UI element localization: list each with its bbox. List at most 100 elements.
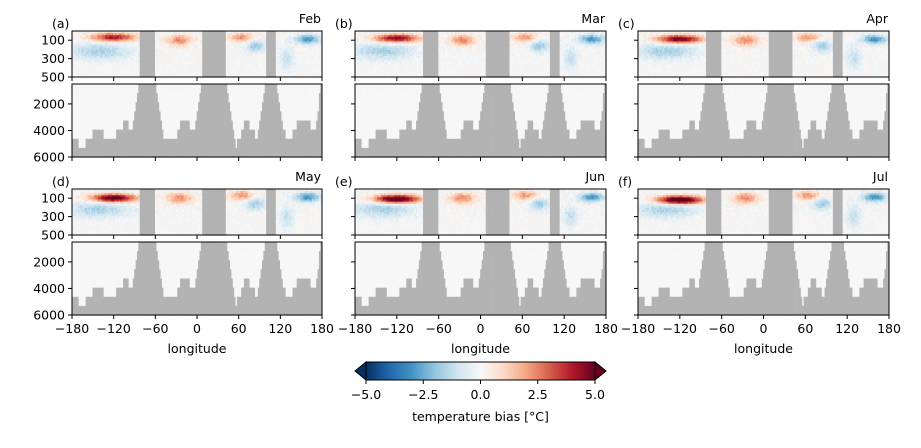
upper-cell bbox=[216, 47, 219, 51]
upper-cell bbox=[214, 51, 217, 55]
upper-cell bbox=[211, 35, 214, 38]
upper-cell bbox=[221, 37, 224, 40]
upper-cell bbox=[177, 51, 180, 55]
upper-cell bbox=[143, 51, 146, 55]
upper-cell bbox=[71, 33, 74, 36]
upper-cell bbox=[239, 72, 242, 76]
upper-cell bbox=[178, 49, 181, 53]
upper-cell bbox=[71, 39, 74, 43]
upper-cell bbox=[213, 49, 216, 53]
upper-cell bbox=[203, 35, 206, 38]
upper-cell bbox=[246, 68, 249, 72]
upper-cell bbox=[213, 35, 216, 38]
upper-cell bbox=[161, 64, 164, 68]
upper-cell bbox=[124, 51, 127, 55]
upper-cell bbox=[217, 70, 220, 74]
upper-cell bbox=[168, 43, 171, 47]
upper-cell bbox=[242, 54, 245, 57]
upper-cell bbox=[91, 45, 94, 49]
upper-cell bbox=[161, 41, 164, 45]
upper-cell bbox=[235, 47, 238, 51]
upper-cell bbox=[177, 68, 180, 72]
upper-cell bbox=[185, 43, 188, 47]
upper-cell bbox=[146, 31, 149, 34]
upper-cell bbox=[205, 45, 208, 49]
upper-cell bbox=[188, 58, 191, 61]
upper-cell bbox=[189, 72, 192, 76]
upper-cell bbox=[164, 41, 167, 45]
upper-cell bbox=[148, 49, 151, 53]
upper-cell bbox=[178, 62, 181, 66]
upper-cell bbox=[71, 68, 74, 72]
upper-cell bbox=[89, 41, 92, 45]
upper-cell bbox=[192, 39, 195, 43]
upper-cell bbox=[155, 47, 158, 51]
upper-cell bbox=[184, 43, 187, 47]
upper-cell bbox=[209, 37, 212, 40]
upper-cell bbox=[89, 45, 92, 49]
upper-cell bbox=[117, 31, 120, 34]
upper-cell bbox=[88, 64, 91, 68]
upper-cell bbox=[155, 51, 158, 55]
upper-cell bbox=[157, 70, 160, 74]
upper-cell bbox=[149, 41, 152, 45]
upper-cell bbox=[214, 37, 217, 40]
upper-cell bbox=[164, 33, 167, 36]
upper-cell bbox=[195, 60, 198, 63]
upper-cell bbox=[150, 39, 153, 43]
upper-cell bbox=[243, 43, 246, 47]
upper-cell bbox=[148, 74, 151, 78]
upper-cell bbox=[84, 31, 87, 34]
upper-cell bbox=[155, 60, 158, 63]
upper-cell bbox=[189, 37, 192, 40]
upper-cell bbox=[73, 41, 76, 45]
upper-cell bbox=[106, 70, 109, 74]
upper-cell bbox=[161, 56, 164, 59]
upper-cell bbox=[195, 62, 198, 66]
upper-cell bbox=[163, 58, 166, 61]
upper-cell bbox=[209, 58, 212, 61]
upper-cell bbox=[249, 51, 252, 55]
upper-cell bbox=[221, 70, 224, 74]
upper-cell bbox=[146, 72, 149, 76]
upper-cell bbox=[234, 35, 237, 38]
upper-cell bbox=[241, 68, 244, 72]
upper-cell bbox=[252, 70, 255, 74]
upper-cell bbox=[238, 33, 241, 36]
upper-cell bbox=[132, 60, 135, 63]
upper-cell bbox=[81, 74, 84, 78]
upper-cell bbox=[118, 68, 121, 72]
upper-cell bbox=[182, 64, 185, 68]
upper-cell bbox=[199, 43, 202, 47]
upper-cell bbox=[234, 60, 237, 63]
upper-cell bbox=[231, 33, 234, 36]
upper-cell bbox=[150, 33, 153, 36]
upper-cell bbox=[74, 56, 77, 59]
upper-cell bbox=[143, 35, 146, 38]
upper-cell bbox=[131, 62, 134, 66]
upper-cell bbox=[128, 33, 131, 36]
upper-cell bbox=[189, 33, 192, 36]
upper-cell bbox=[111, 60, 114, 63]
upper-cell bbox=[152, 35, 155, 38]
upper-cell bbox=[100, 60, 103, 63]
upper-cell bbox=[256, 51, 259, 55]
upper-cell bbox=[161, 54, 164, 57]
upper-cell bbox=[152, 31, 155, 34]
upper-cell bbox=[124, 47, 127, 51]
upper-cell bbox=[155, 62, 158, 66]
upper-cell bbox=[107, 37, 110, 40]
upper-cell bbox=[156, 74, 159, 78]
upper-cell bbox=[177, 58, 180, 61]
upper-cell bbox=[231, 70, 234, 74]
upper-cell bbox=[195, 51, 198, 55]
upper-cell bbox=[168, 66, 171, 70]
upper-cell bbox=[160, 72, 163, 76]
upper-cell bbox=[80, 66, 83, 70]
upper-cell bbox=[181, 43, 184, 47]
upper-cell bbox=[124, 43, 127, 47]
upper-cell bbox=[196, 33, 199, 36]
upper-cell bbox=[102, 62, 105, 66]
upper-cell bbox=[248, 58, 251, 61]
upper-cell bbox=[216, 66, 219, 70]
